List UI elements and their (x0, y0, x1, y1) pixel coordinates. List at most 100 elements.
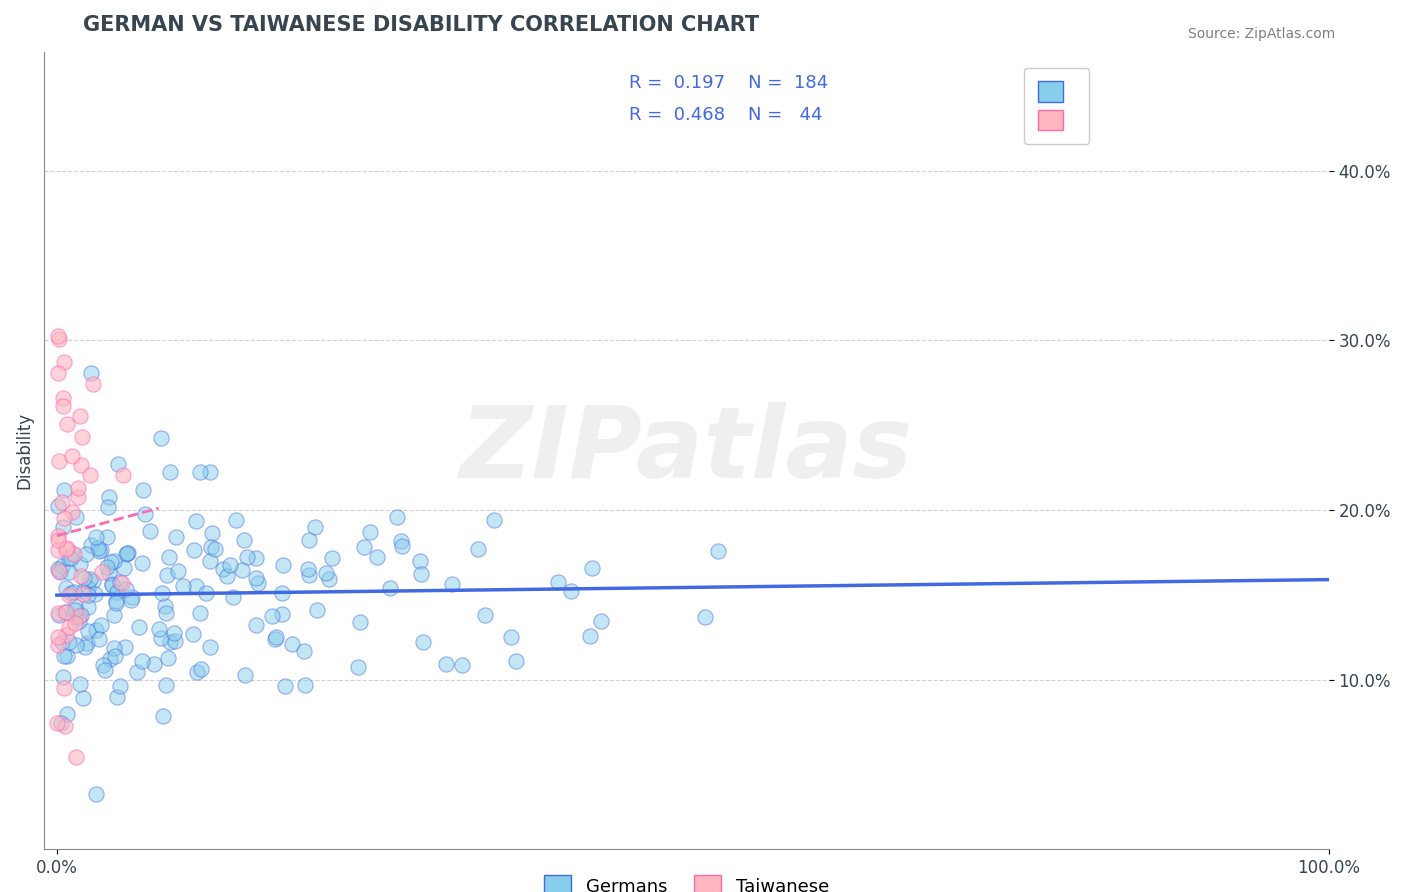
Point (63, 603, 86, 617)
Point (73, 571, 96, 585)
Point (86, 623, 108, 637)
Text: R =  0.468    N =   44: R = 0.468 N = 44 (628, 105, 823, 124)
Point (115, 547, 138, 561)
Point (409, 554, 432, 568)
Point (105, 690, 128, 704)
Point (90, 617, 112, 632)
Point (58, 550, 80, 565)
Point (104, 595, 127, 609)
Point (172, 579, 194, 593)
Point (183, 542, 205, 557)
Point (67, 614, 90, 628)
Point (105, 593, 128, 607)
Point (139, 524, 162, 539)
Point (79, 467, 101, 482)
Point (56, 706, 79, 721)
Point (67, 490, 90, 504)
Point (108, 680, 131, 694)
Point (63, 547, 86, 561)
Point (46, 606, 69, 620)
Point (82, 574, 104, 589)
Point (157, 650, 180, 665)
Point (294, 678, 316, 692)
Point (211, 562, 233, 576)
Point (152, 708, 174, 723)
Point (65, 616, 87, 631)
Point (117, 545, 139, 559)
Point (292, 643, 315, 657)
Point (67, 481, 90, 495)
Point (56, 648, 79, 663)
Point (77, 588, 100, 602)
Point (389, 533, 412, 548)
Point (62, 547, 84, 561)
Point (49, 716, 72, 731)
Point (128, 620, 150, 634)
Point (53, 681, 76, 695)
Point (245, 550, 267, 565)
Point (271, 558, 294, 573)
Point (53, 719, 76, 733)
Point (48, 454, 70, 468)
Point (579, 629, 602, 643)
Point (181, 627, 204, 641)
Point (200, 541, 222, 555)
Point (69, 569, 91, 583)
Point (134, 507, 156, 521)
Point (111, 468, 134, 483)
Point (98, 566, 121, 581)
Point (315, 566, 337, 580)
Point (46, 716, 69, 731)
Point (48, 608, 70, 623)
Point (72, 690, 94, 705)
Point (349, 615, 371, 629)
Point (51, 558, 73, 573)
Point (411, 567, 433, 582)
Point (60, 505, 83, 519)
Point (84, 587, 107, 601)
Point (305, 602, 328, 616)
Text: Source: ZipAtlas.com: Source: ZipAtlas.com (1188, 27, 1336, 41)
Point (115, 546, 138, 560)
Point (186, 514, 208, 528)
Point (225, 513, 247, 527)
Point (121, 592, 143, 607)
Point (52, 399, 75, 413)
Text: ZIPatlas: ZIPatlas (460, 402, 912, 499)
Point (91, 658, 114, 673)
Point (215, 569, 238, 583)
Point (264, 630, 287, 644)
Point (46, 329, 69, 343)
Point (84, 530, 107, 544)
Point (159, 465, 181, 479)
Point (94, 663, 117, 677)
Point (66, 611, 89, 625)
Point (150, 586, 173, 600)
Point (204, 541, 226, 556)
Point (131, 556, 153, 570)
Point (482, 513, 505, 527)
Point (51, 495, 73, 509)
Point (378, 582, 401, 596)
Point (46, 543, 69, 558)
Point (55, 541, 77, 556)
Point (69, 677, 91, 691)
Point (114, 582, 136, 596)
Point (48, 564, 70, 578)
Point (148, 622, 170, 636)
Point (270, 586, 292, 600)
Point (46, 529, 69, 543)
Point (707, 543, 730, 558)
Point (111, 575, 134, 590)
Point (77, 624, 100, 638)
Point (245, 571, 267, 585)
Point (159, 635, 181, 649)
Point (297, 561, 319, 575)
Legend: , : , (1024, 68, 1090, 144)
Point (149, 632, 172, 646)
Point (98, 652, 121, 666)
Point (547, 575, 569, 590)
Point (90, 543, 112, 558)
Point (52, 520, 75, 534)
Point (165, 634, 187, 648)
